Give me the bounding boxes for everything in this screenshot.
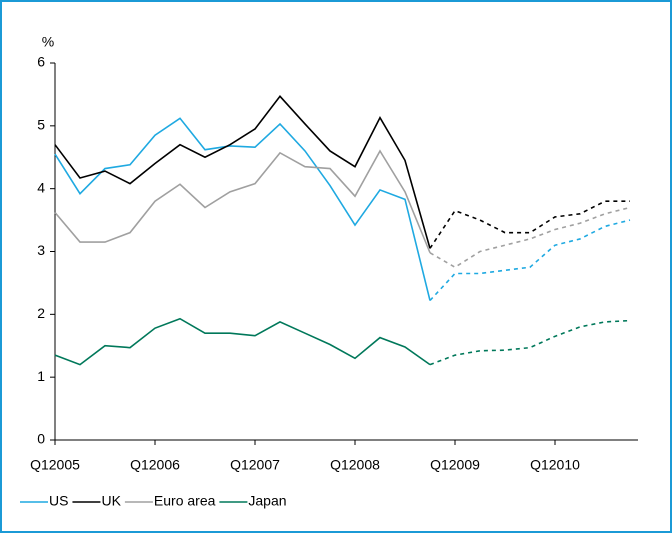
y-tick-label: 5 bbox=[37, 117, 45, 133]
line bbox=[54, 149, 431, 254]
y-axis-label: % bbox=[42, 34, 54, 50]
y-tick-label: 2 bbox=[37, 305, 45, 321]
legend-label: Japan bbox=[248, 493, 286, 509]
line bbox=[54, 95, 431, 249]
x-tick-label: Q12007 bbox=[230, 457, 280, 473]
legend-label: UK bbox=[101, 493, 121, 509]
legend-label: Euro area bbox=[154, 493, 216, 509]
y-tick-label: 6 bbox=[37, 54, 45, 70]
line bbox=[54, 317, 431, 366]
y-tick-label: 3 bbox=[37, 242, 45, 258]
line-forecast bbox=[429, 319, 631, 366]
y-tick-label: 1 bbox=[37, 368, 45, 384]
y-tick-label: 4 bbox=[37, 179, 45, 195]
line bbox=[54, 117, 431, 301]
line-forecast bbox=[429, 219, 631, 302]
legend-label: US bbox=[49, 493, 68, 509]
x-tick-label: Q12010 bbox=[530, 457, 580, 473]
x-tick-label: Q12008 bbox=[330, 457, 380, 473]
x-tick-label: Q12006 bbox=[130, 457, 180, 473]
x-tick-label: Q12005 bbox=[30, 457, 80, 473]
x-tick-label: Q12009 bbox=[430, 457, 480, 473]
y-tick-label: 0 bbox=[37, 431, 45, 447]
